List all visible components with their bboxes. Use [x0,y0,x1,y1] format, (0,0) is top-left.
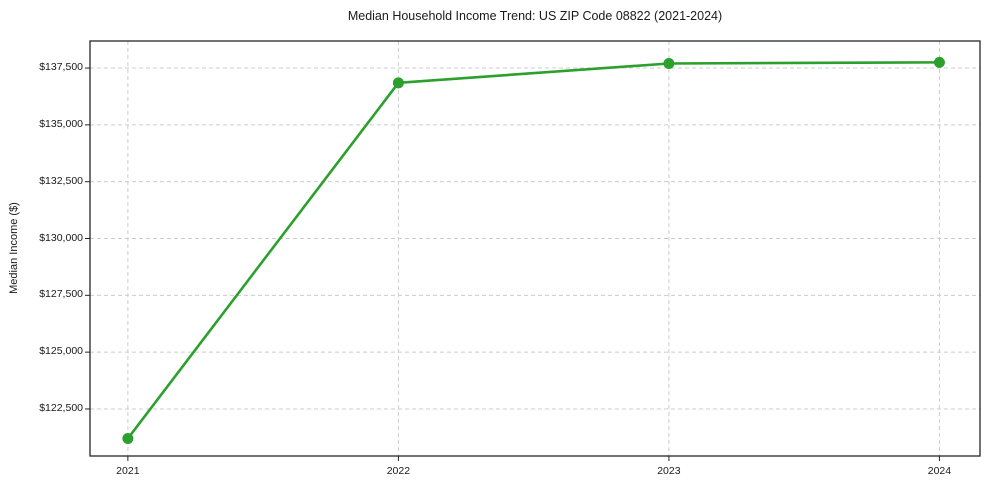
x-tick-label: 2023 [657,465,681,477]
y-tick-label: $125,000 [39,345,83,358]
y-tick-label: $122,500 [39,401,83,414]
data-point-2023 [663,58,675,69]
y-tick-label: $130,000 [39,231,83,244]
data-point-2022 [392,77,404,89]
x-tick-label: 2022 [386,465,411,477]
y-tick-label: $132,500 [39,174,83,187]
y-tick-label: $137,500 [39,61,83,74]
x-tick-label: 2024 [927,465,952,477]
y-tick-label: $127,500 [39,288,83,301]
y-tick-label: $135,000 [39,117,83,130]
trend-line [126,61,941,440]
data-point-2021 [122,433,134,444]
y-axis-label: Median Income ($) [8,202,20,294]
data-point-2024 [933,56,945,68]
axes-frame [89,40,981,457]
x-tick-label: 2021 [116,465,140,477]
chart-title: Median Household Income Trend: US ZIP Co… [347,9,723,23]
